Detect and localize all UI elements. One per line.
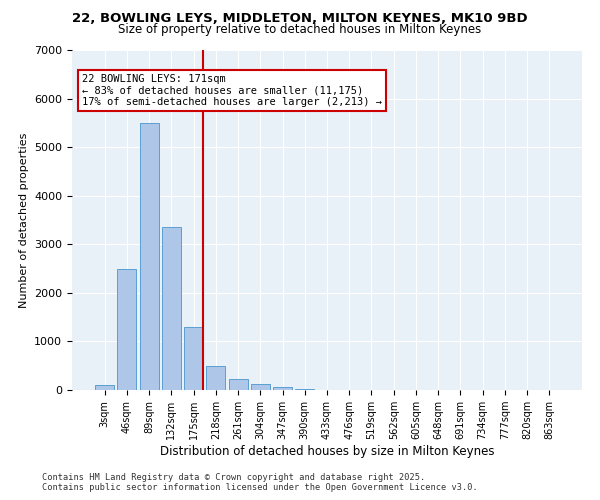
Bar <box>206 366 225 390</box>
Bar <box>273 387 292 390</box>
Bar <box>140 123 158 390</box>
Text: 22 BOWLING LEYS: 171sqm
← 83% of detached houses are smaller (11,175)
17% of sem: 22 BOWLING LEYS: 171sqm ← 83% of detache… <box>82 74 382 107</box>
Bar <box>118 268 136 390</box>
Y-axis label: Number of detached properties: Number of detached properties <box>19 132 29 308</box>
Bar <box>162 228 181 390</box>
Bar <box>95 385 114 390</box>
X-axis label: Distribution of detached houses by size in Milton Keynes: Distribution of detached houses by size … <box>160 445 494 458</box>
Bar <box>184 327 203 390</box>
Bar <box>229 380 248 390</box>
Text: 22, BOWLING LEYS, MIDDLETON, MILTON KEYNES, MK10 9BD: 22, BOWLING LEYS, MIDDLETON, MILTON KEYN… <box>72 12 528 26</box>
Bar <box>251 384 270 390</box>
Bar <box>295 388 314 390</box>
Text: Contains HM Land Registry data © Crown copyright and database right 2025.
Contai: Contains HM Land Registry data © Crown c… <box>42 473 478 492</box>
Text: Size of property relative to detached houses in Milton Keynes: Size of property relative to detached ho… <box>118 22 482 36</box>
